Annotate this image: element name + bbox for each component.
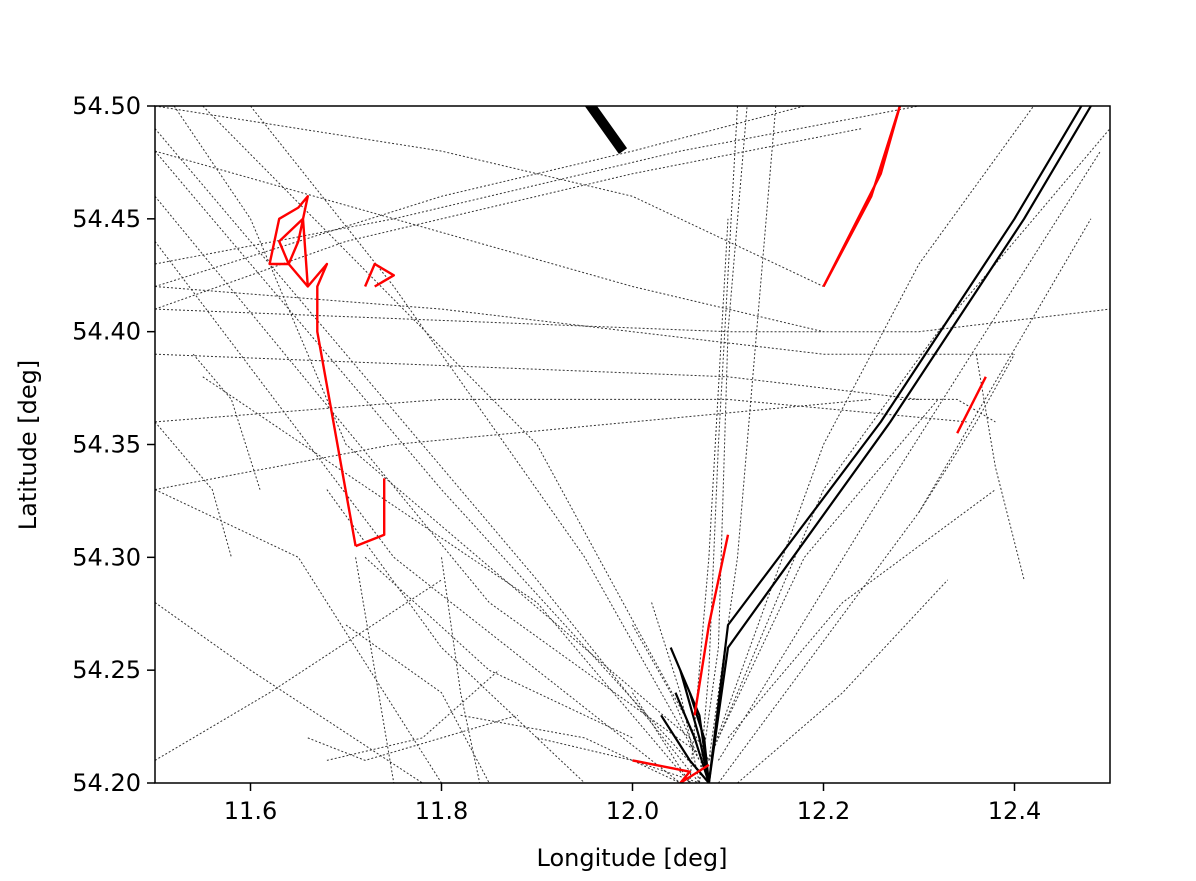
x-axis-ticks: 11.6 11.8 12.0 12.2 12.4 (224, 783, 1041, 825)
trajectory-series-55 (669, 647, 710, 783)
trajectory-series-28 (155, 421, 232, 558)
trajectory-series-58 (268, 195, 357, 547)
y-axis-ticks: 54.20 54.25 54.30 54.35 54.40 54.45 54.50 (72, 92, 155, 797)
trajectory-series-15 (173, 106, 691, 739)
trajectory-series-64 (632, 759, 710, 783)
trajectory-series-27 (155, 579, 442, 761)
y-tick-label: 54.30 (72, 543, 141, 571)
y-tick-label: 54.45 (72, 205, 141, 233)
trajectory-series-63 (956, 376, 987, 434)
trajectory-series-40 (737, 579, 949, 783)
trajectory-series-44 (632, 692, 691, 783)
trajectory-series-8 (155, 106, 824, 287)
trajectory-series-13 (155, 398, 967, 423)
trajectory-series-22 (326, 669, 500, 761)
trajectory-series-48 (460, 714, 681, 783)
plot-area (155, 106, 1110, 783)
trajectory-series-56 (584, 106, 628, 155)
x-axis-label: Longitude [deg] (537, 844, 728, 872)
trajectory-series-57 (355, 478, 386, 548)
trajectory-series-46 (651, 602, 700, 783)
trajectory-series-7 (155, 106, 805, 287)
trajectory-series-45 (632, 624, 700, 761)
trajectory-series-54 (660, 714, 710, 783)
trajectory-series-47 (536, 737, 700, 783)
trajectory-series-43 (975, 354, 1025, 581)
trajectory-series-62 (693, 534, 730, 716)
y-tick-label: 54.50 (72, 92, 141, 120)
x-tick-label: 12.0 (606, 797, 659, 825)
trajectory-series-0 (155, 150, 710, 783)
y-axis-label: Latitude [deg] (14, 360, 42, 530)
y-tick-label: 54.35 (72, 431, 141, 459)
y-tick-label: 54.25 (72, 656, 141, 684)
trajectory-series-38 (727, 489, 996, 739)
trajectory-series-26 (155, 602, 423, 783)
y-tick-label: 54.20 (72, 769, 141, 797)
trajectory-series-24 (441, 557, 481, 783)
trajectory-series-9 (155, 150, 824, 333)
trajectory-series-50 (707, 106, 1092, 783)
trajectory-series-5 (155, 128, 862, 310)
trajectory-series-17 (202, 376, 691, 783)
trajectory-series-33 (708, 106, 777, 761)
y-tick-label: 54.40 (72, 318, 141, 346)
x-tick-label: 12.4 (988, 797, 1041, 825)
trajectory-series-18 (155, 489, 442, 783)
trajectory-series-36 (717, 150, 1101, 761)
trajectory-series-16 (250, 106, 700, 761)
series-layer (155, 106, 1110, 783)
trajectory-series-59 (363, 262, 395, 288)
x-tick-label: 12.2 (797, 797, 850, 825)
trajectory-series-30 (698, 106, 748, 783)
trajectory-series-61 (822, 106, 902, 288)
trajectory-series-14 (155, 398, 872, 491)
trajectory-series-1 (155, 128, 700, 783)
trajectory-series-11 (155, 353, 920, 400)
trajectory-series-25 (307, 714, 519, 761)
x-tick-label: 11.8 (415, 797, 468, 825)
trajectory-series-37 (717, 399, 939, 739)
trajectory-series-49 (707, 106, 1083, 783)
trajectory-series-21 (345, 624, 490, 783)
trajectory-series-3 (155, 241, 681, 783)
trajectory-series-34 (708, 106, 1035, 761)
trajectory-series-31 (698, 106, 738, 783)
trajectory-series-42 (899, 398, 996, 423)
trajectory-series-20 (364, 556, 633, 739)
trajectory-series-32 (689, 218, 729, 783)
x-tick-label: 11.6 (224, 797, 277, 825)
